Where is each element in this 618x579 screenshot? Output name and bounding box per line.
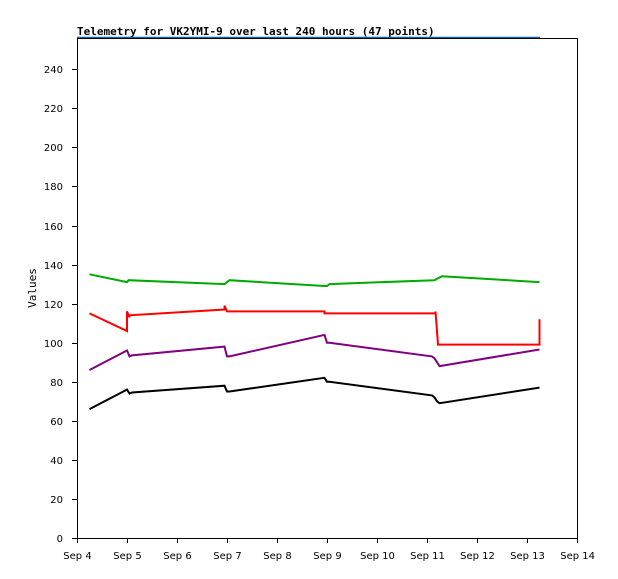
y-tick-label: 100: [44, 339, 63, 350]
y-tick-label: 140: [44, 261, 63, 272]
x-tick-label: Sep 13: [510, 551, 545, 562]
x-tick-label: Sep 8: [263, 551, 291, 562]
series-layer: [89, 273, 541, 410]
y-tick-label: 40: [50, 456, 63, 467]
y-tick-label: 220: [44, 104, 63, 115]
x-tick-label: Sep 10: [360, 551, 395, 562]
y-tick-label: 240: [44, 65, 63, 76]
x-tick-label: Sep 11: [410, 551, 445, 562]
x-tick-label: Sep 12: [460, 551, 495, 562]
y-tick-label: 0: [57, 534, 63, 545]
y-tick-label: 60: [50, 417, 63, 428]
y-tick-label: 180: [44, 182, 63, 193]
x-tick-label: Sep 4: [63, 551, 91, 562]
chart-title: Telemetry for VK2YMI-9 over last 240 hou…: [77, 25, 435, 38]
series-line-3: [89, 333, 540, 371]
series-line-1: [89, 273, 540, 287]
plot-frame: [77, 38, 578, 539]
x-tick-label: Sep 9: [313, 551, 341, 562]
y-axis-label: Values: [26, 268, 39, 308]
y-tick-label: 80: [50, 378, 63, 389]
x-tick-label: Sep 14: [560, 551, 595, 562]
x-tick-label: Sep 6: [163, 551, 191, 562]
y-tick-label: 20: [50, 495, 63, 506]
y-tick-label: 200: [44, 143, 63, 154]
x-tick-label: Sep 7: [213, 551, 241, 562]
series-line-4: [89, 376, 540, 410]
series-line-2: [89, 305, 541, 346]
x-tick-label: Sep 5: [113, 551, 141, 562]
y-tick-label: 160: [44, 222, 63, 233]
x-axis: Sep 4 Sep 5 Sep 6 Sep 7 Sep 8 Sep 9 Sep 10 Sep …: [63, 538, 595, 562]
y-axis: 0 20 40 60 80 100 120 140 160 180 200 220 240: [44, 65, 77, 545]
y-tick-label: 120: [44, 300, 63, 311]
